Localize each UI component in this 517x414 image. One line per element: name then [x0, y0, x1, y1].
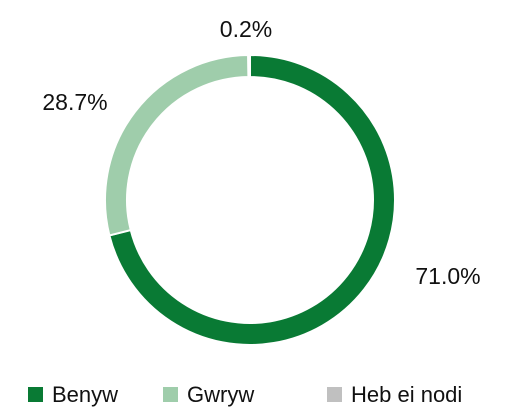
legend-swatch	[28, 387, 43, 402]
legend-swatch	[163, 387, 178, 402]
data-label: 28.7%	[42, 89, 107, 115]
data-label: 0.2%	[220, 16, 272, 42]
data-label: 71.0%	[415, 263, 480, 289]
legend-label: Heb ei nodi	[351, 382, 462, 407]
donut-segment	[104, 53, 250, 237]
donut-segment	[108, 53, 396, 346]
legend-swatch	[327, 387, 342, 402]
donut-segment	[247, 53, 251, 79]
legend-label: Benyw	[52, 382, 118, 407]
legend-label: Gwryw	[187, 382, 254, 407]
